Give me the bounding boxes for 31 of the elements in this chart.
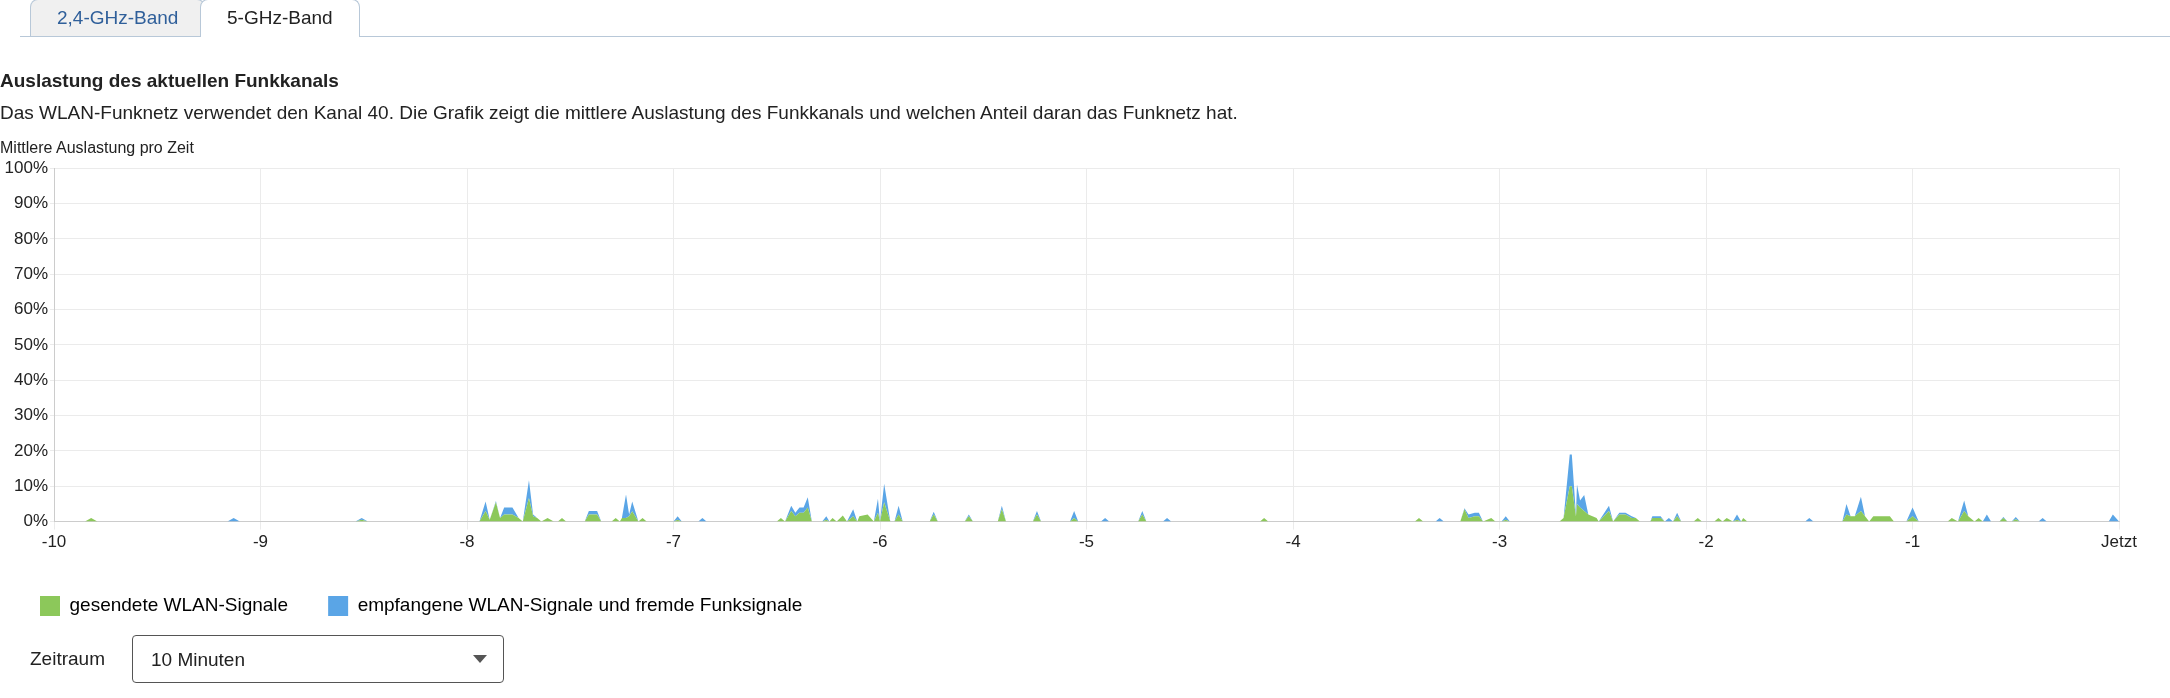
text: 10 Minuten [151,649,246,671]
x-tick-label: -7 [665,532,682,552]
y-tick-label: 0% [23,511,48,531]
x-tick-label: -2 [1698,532,1714,552]
legend-label: gesendete WLAN-Signale [69,594,289,616]
y-tick-label: 80% [13,228,48,248]
legend-label: empfangene WLAN-Signale und fremde Funksignale [357,594,803,616]
x-tick-label: -6 [872,532,888,552]
text: Zeitraum [30,648,105,670]
y-tick-label: 70% [13,263,48,283]
y-tick-label: 30% [13,405,48,425]
text: 5-GHz-Band [200,0,360,37]
chart-subtitle: Das WLAN-Funknetz verwendet den Kanal 40. Die Grafik zeigt die mittlere Auslastung des Funkkanals und welchen Anteil daran das Funknetz hat. [0,102,1238,124]
x-tick-label: -9 [252,532,269,552]
x-tick-label: -3 [1491,532,1508,552]
text: 2,4-GHz-Band [30,0,206,36]
y-tick-label: 50% [13,334,48,354]
x-tick-label: -1 [1904,532,1921,552]
y-tick-label: 90% [13,193,48,213]
y-tick-label: 40% [13,369,48,389]
y-axis-title: Mittlere Auslastung pro Zeit [0,139,194,157]
y-tick-label: 60% [13,299,48,319]
y-tick-label: 100% [4,157,48,177]
x-tick-label: -5 [1078,532,1095,552]
y-tick-label: 10% [13,475,48,495]
x-tick-label: -10 [41,532,67,552]
y-tick-label: 20% [13,440,48,460]
x-tick-label: -4 [1285,532,1301,552]
chart-title: Auslastung des aktuellen Funkkanals [0,70,339,92]
x-tick-label: -8 [459,532,475,552]
x-tick-label: Jetzt [2101,532,2138,552]
